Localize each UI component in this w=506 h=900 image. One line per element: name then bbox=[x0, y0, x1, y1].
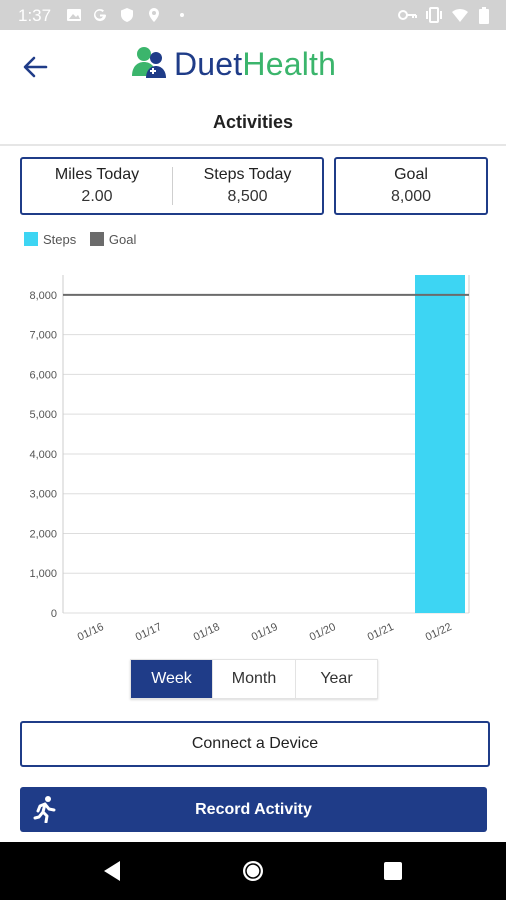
bar-steps bbox=[415, 275, 465, 613]
range-selector: Week Month Year bbox=[130, 659, 378, 699]
tab-month[interactable]: Month bbox=[213, 660, 296, 698]
legend-swatch-steps bbox=[24, 232, 38, 246]
steps-today-value: 8,500 bbox=[227, 188, 268, 205]
steps-today-label: Steps Today bbox=[203, 166, 292, 183]
status-bar: 1:37 bbox=[0, 0, 506, 30]
y-tick-label: 8,000 bbox=[29, 290, 57, 302]
miles-today-stat: Miles Today 2.00 bbox=[22, 159, 172, 213]
app-header: DuetHealth Activities bbox=[0, 30, 506, 146]
goal-value: 8,000 bbox=[390, 188, 432, 205]
dot-icon bbox=[180, 13, 184, 17]
record-activity-button[interactable]: Record Activity bbox=[20, 787, 487, 832]
legend-label-steps: Steps bbox=[43, 232, 77, 247]
arrow-left-icon bbox=[23, 56, 48, 78]
google-icon bbox=[94, 9, 107, 22]
tab-year[interactable]: Year bbox=[320, 670, 353, 687]
nav-recents-icon[interactable] bbox=[378, 856, 408, 886]
x-tick-label: 01/17 bbox=[134, 621, 164, 644]
x-tick-label: 01/20 bbox=[308, 621, 338, 644]
y-tick-label: 4,000 bbox=[29, 449, 57, 461]
legend-item-steps: Steps bbox=[24, 232, 76, 247]
steps-bar-chart: 0 1,000 2,000 3,000 4,000 5,000 6,000 7,000 8,00… bbox=[29, 275, 470, 644]
goal-card: Goal 8,000 bbox=[334, 157, 488, 215]
goal-label: Goal bbox=[394, 166, 428, 183]
status-time: 1:37 bbox=[18, 6, 52, 25]
logo-mark-icon bbox=[132, 47, 166, 78]
record-activity-label: Record Activity bbox=[195, 801, 312, 818]
shield-icon bbox=[121, 8, 133, 22]
steps-today-stat: Steps Today 8,500 bbox=[173, 159, 322, 213]
y-tick-label: 3,000 bbox=[29, 489, 57, 501]
back-button[interactable] bbox=[18, 52, 52, 82]
stat-divider bbox=[172, 167, 173, 205]
legend-swatch-goal bbox=[89, 232, 104, 246]
legend-item-goal: Goal bbox=[89, 232, 137, 247]
nav-home-icon[interactable] bbox=[238, 856, 268, 886]
x-tick-label: 01/22 bbox=[424, 621, 454, 644]
y-tick-label: 6,000 bbox=[29, 369, 57, 381]
runner-icon bbox=[33, 796, 56, 823]
y-tick-label: 0 bbox=[51, 608, 57, 620]
wifi-icon bbox=[452, 8, 468, 22]
tab-week[interactable]: Week bbox=[131, 660, 213, 698]
page-title: Activities bbox=[212, 112, 294, 132]
vibrate-icon bbox=[426, 7, 442, 23]
x-tick-label: 01/18 bbox=[192, 621, 222, 644]
goal-stat: Goal 8,000 bbox=[336, 159, 486, 213]
battery-icon bbox=[479, 7, 489, 24]
image-icon bbox=[67, 9, 81, 21]
legend-label-goal: Goal bbox=[108, 232, 137, 247]
system-nav-bar bbox=[0, 842, 506, 900]
x-tick-label: 01/19 bbox=[250, 621, 280, 644]
y-tick-label: 7,000 bbox=[29, 330, 57, 342]
today-stats-card: Miles Today 2.00 Steps Today 8,500 bbox=[20, 157, 324, 215]
y-tick-label: 1,000 bbox=[29, 568, 57, 580]
chart-legend: Steps Goal bbox=[24, 232, 146, 247]
logo-text-duet: Duet bbox=[174, 46, 243, 82]
y-tick-label: 2,000 bbox=[29, 528, 57, 540]
connect-device-button[interactable]: Connect a Device bbox=[20, 721, 490, 767]
location-icon bbox=[149, 8, 159, 22]
logo-text-health: Health bbox=[242, 46, 337, 82]
miles-today-value: 2.00 bbox=[81, 188, 113, 205]
miles-today-label: Miles Today bbox=[54, 166, 140, 183]
y-tick-label: 5,000 bbox=[29, 409, 57, 421]
x-tick-label: 01/16 bbox=[76, 621, 106, 644]
nav-back-icon[interactable] bbox=[98, 856, 128, 886]
logo-text: DuetHealth bbox=[174, 46, 336, 83]
key-icon bbox=[398, 10, 417, 20]
x-tick-label: 01/21 bbox=[366, 621, 396, 644]
